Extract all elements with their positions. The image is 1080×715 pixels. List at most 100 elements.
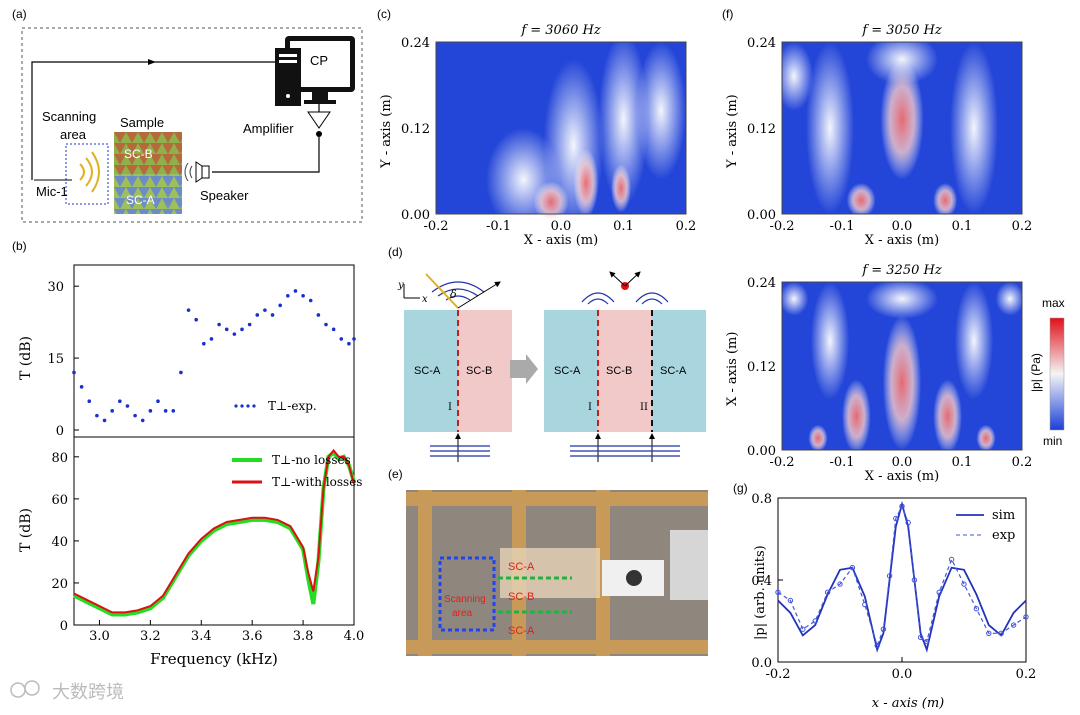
map-ytick-label: 0.24 xyxy=(401,36,430,51)
mic-label: Mic-1 xyxy=(36,184,68,199)
g-series-sim xyxy=(777,500,1027,653)
g-xtick-label: 0.2 xyxy=(1016,667,1037,682)
sample-sc-b xyxy=(114,132,182,174)
map-xtick-label: 0.1 xyxy=(952,219,973,234)
experiment-photo: SC-A SC-B SC-A Scanning area xyxy=(406,490,708,656)
speaker-icon xyxy=(184,161,210,183)
setup-frame xyxy=(21,27,363,223)
b-bot-xtick-label: 3.8 xyxy=(293,629,314,644)
b-top-point xyxy=(110,409,114,413)
d-right-mark-1: I xyxy=(588,402,592,413)
b-bot-ylabel: T (dB) xyxy=(18,508,34,552)
b-top-ytick-label: 0 xyxy=(56,424,64,439)
map-xlabel: X - axis (m) xyxy=(524,233,598,248)
chart-b-bottom: 0 20 40 60 80 3.0 3.2 3.4 3.6 3.8 4.0 T⊥-no losses T… xyxy=(18,448,364,668)
speaker-label: Speaker xyxy=(200,188,249,203)
g-ytick-label: 0.0 xyxy=(751,656,772,671)
d-right-scb: SC-B xyxy=(606,365,632,377)
map-ytick-label: 0.12 xyxy=(747,360,776,375)
b-top-point xyxy=(179,370,183,375)
g-exp-point xyxy=(1023,614,1029,620)
d-axis-y: y xyxy=(397,280,404,291)
map-title: f = 3250 Hz xyxy=(861,263,942,278)
b-top-point xyxy=(95,413,99,418)
b-top-point xyxy=(118,399,122,404)
map-frame xyxy=(781,281,1023,451)
panel-a-label: (a) xyxy=(12,7,27,21)
g-xtick-label: 0.0 xyxy=(892,667,913,682)
map-hot-region xyxy=(933,379,962,454)
map-hot-region xyxy=(882,315,922,450)
map-ytick-label: 0.12 xyxy=(401,122,430,137)
b-top-point xyxy=(224,327,229,332)
panel-d-label: (d) xyxy=(388,245,403,259)
g-exp-point xyxy=(874,642,880,649)
map-frame xyxy=(781,41,1023,215)
map-ytick-label: 0.24 xyxy=(747,36,776,51)
b-top-point xyxy=(202,341,206,346)
chart-g-frame xyxy=(777,497,1027,663)
b-top-point xyxy=(87,399,92,404)
b-top-point xyxy=(293,289,298,293)
g-exp-point xyxy=(973,606,980,612)
field-map-f-top: -0.2 -0.1 0.0 0.1 0.2 0.00 0.12 0.24 f = 3050 Hz… xyxy=(725,23,1032,248)
b-bot-xtick-label: 3.6 xyxy=(242,629,263,644)
map-xtick-label: 0.1 xyxy=(952,455,973,470)
sample-sc-b-label: SC-B xyxy=(124,147,153,161)
b-top-point xyxy=(286,293,290,298)
g-exp-point xyxy=(862,601,868,608)
map-ylabel: Y - axis (m) xyxy=(379,94,394,169)
b-top-point xyxy=(316,313,321,317)
map-xtick-label: -0.2 xyxy=(769,219,794,234)
b-bot-ytick-label: 40 xyxy=(51,535,68,550)
b-top-point xyxy=(102,418,107,423)
g-xtick-label: -0.2 xyxy=(765,667,790,682)
map-pale-region xyxy=(950,42,998,214)
map-title: f = 3050 Hz xyxy=(861,23,942,38)
b-top-legend: T⊥-exp. xyxy=(268,399,317,413)
map-ytick-label: 0.00 xyxy=(747,444,776,459)
scanning-label-1: Scanning xyxy=(42,109,96,124)
g-exp-point xyxy=(924,638,930,645)
b-bot-ytick-label: 20 xyxy=(51,577,68,592)
map-xtick-label: 0.0 xyxy=(892,219,913,234)
b-top-point xyxy=(255,313,260,317)
d-right-sca1: SC-A xyxy=(554,365,581,377)
b-top-point xyxy=(156,399,160,404)
b-top-legend-marker xyxy=(246,404,250,408)
diagram-d: SC-A SC-B I y x δ SC-A SC-B SC-A I II xyxy=(397,271,706,462)
sample-sc-a-label: SC-A xyxy=(126,193,155,207)
b-bot-ytick-label: 60 xyxy=(51,493,68,508)
scanning-label-2: area xyxy=(60,127,87,142)
b-top-point xyxy=(347,341,351,346)
cable-top xyxy=(31,61,282,180)
g-exp-point xyxy=(787,597,794,604)
map-xtick-label: 0.0 xyxy=(551,219,572,234)
map-ytick-label: 0.12 xyxy=(747,122,776,137)
panel-b-label: (b) xyxy=(12,239,27,253)
map-hot-region xyxy=(573,148,599,218)
panel-e-label: (e) xyxy=(388,467,403,481)
map-xtick-label: -0.1 xyxy=(829,219,854,234)
g-exp-point xyxy=(812,618,818,624)
b-bot-series-1 xyxy=(73,448,355,614)
b-top-point xyxy=(247,322,252,327)
b-bot-legend-label-1: T⊥-with losses xyxy=(272,475,362,489)
map-xtick-label: -0.1 xyxy=(486,219,511,234)
d-right-mark-2: II xyxy=(640,402,648,413)
g-exp-point xyxy=(911,577,918,583)
g-ylabel: |p| (arb. units) xyxy=(753,545,768,640)
g-exp-point xyxy=(961,581,967,587)
map-hot-region xyxy=(976,424,996,452)
map-ytick-label: 0.00 xyxy=(401,208,430,223)
b-top-point xyxy=(352,337,356,341)
map-hot-region xyxy=(611,164,631,213)
colorbar-label: |p| (Pa) xyxy=(1029,353,1043,392)
g-exp-point xyxy=(886,573,893,579)
b-top-point xyxy=(163,409,168,413)
map-hot-region xyxy=(846,183,876,218)
computer-icon xyxy=(275,36,355,106)
e-scan-2: area xyxy=(452,608,472,619)
b-top-point xyxy=(240,327,244,332)
g-exp-point xyxy=(800,626,806,632)
